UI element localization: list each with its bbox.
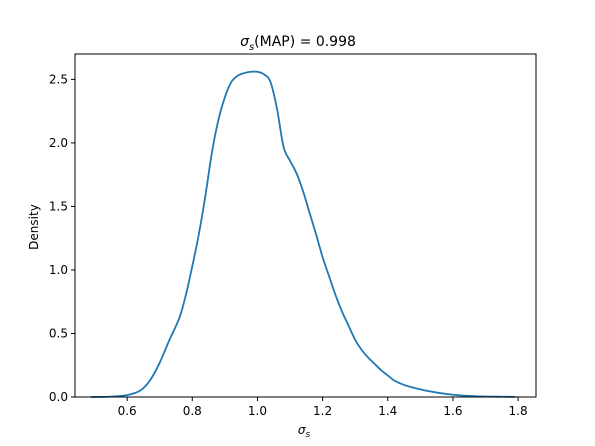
y-tick-label: 0.5: [49, 326, 68, 340]
x-tick-label: 1.8: [509, 404, 528, 418]
axes-frame: [74, 53, 537, 398]
x-axis-title: σs: [298, 423, 311, 440]
y-tick-label: 1.0: [49, 263, 68, 277]
x-tick-label: 0.6: [118, 404, 137, 418]
y-tick-label: 2.0: [49, 136, 68, 150]
chart-title: σs(MAP) = 0.998: [240, 34, 356, 53]
y-tick-label: 0.0: [49, 390, 68, 404]
x-axis-ticks: 0.6 0.8 1.0 1.2 1.4 1.6 1.8: [118, 397, 528, 418]
x-tick-label: 1.2: [313, 404, 332, 418]
x-tick-label: 1.6: [443, 404, 462, 418]
x-tick-label: 1.4: [378, 404, 397, 418]
y-tick-label: 2.5: [49, 72, 68, 86]
density-curve: [90, 70, 516, 398]
x-tick-label: 1.0: [248, 404, 267, 418]
y-tick-label: 1.5: [49, 199, 68, 213]
y-axis-ticks: 0.0 0.5 1.0 1.5 2.0 2.5: [49, 72, 75, 404]
y-axis-title: Density: [27, 204, 41, 250]
x-tick-label: 0.8: [183, 404, 202, 418]
plot-area: [74, 53, 537, 398]
